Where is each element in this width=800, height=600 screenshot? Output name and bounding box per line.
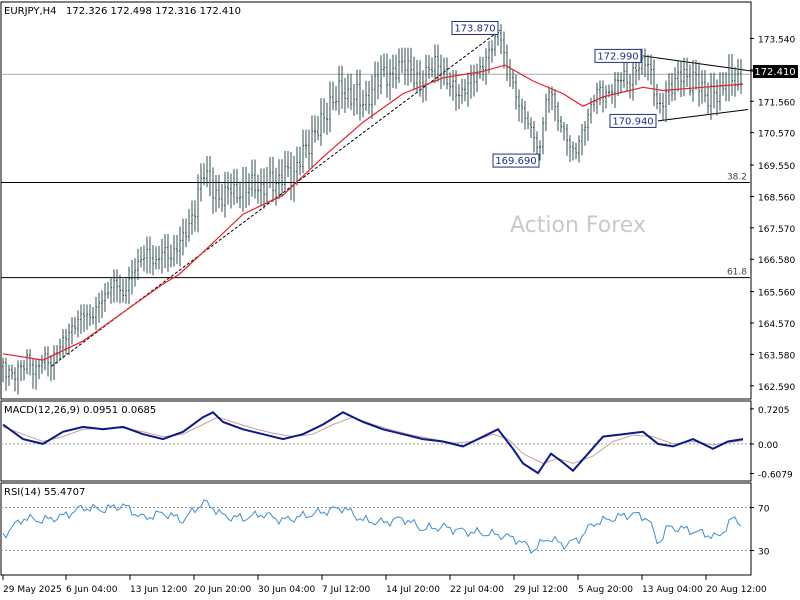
price-annotation-label: 170.940: [612, 116, 653, 127]
macd-title: MACD(12,26,9) 0.0951 0.0685: [4, 405, 156, 416]
price-tick-label: 173.540: [758, 35, 795, 45]
time-tick-label: 22 Jul 04:00: [450, 585, 504, 595]
price-annotation-box: [492, 153, 540, 168]
rsi-line: [2, 499, 742, 554]
macd-tick-label: 0.00: [758, 441, 778, 451]
price-tick-label: 165.560: [758, 289, 795, 299]
rsi-indicator: 70 30: [1, 499, 770, 558]
current-price-tag-bg: [753, 65, 798, 78]
price-tick-label: 168.560: [758, 193, 795, 203]
time-tick-label: 6 Jun 04:00: [66, 585, 118, 595]
time-tick-label: 13 Aug 04:00: [642, 585, 703, 595]
rsi-tick-label: 70: [758, 505, 770, 515]
time-tick-label: 5 Aug 20:00: [578, 585, 633, 595]
macd-panel-frame: [0, 400, 752, 482]
time-tick-label: 13 Jun 12:00: [130, 585, 187, 595]
current-price-label: 172.410: [754, 67, 795, 78]
price-tick-label: 171.560: [758, 98, 795, 108]
macd-tick-label: -0.6079: [758, 471, 793, 481]
level-label: 38.2: [727, 172, 747, 182]
price-annotation-box: [451, 20, 499, 35]
level-label: 61.8: [727, 268, 747, 278]
price-tick-label: 166.580: [758, 256, 795, 266]
price-candles: [2, 23, 742, 395]
macd-line: [2, 411, 744, 475]
time-tick-label: 29 Jul 12:00: [514, 585, 568, 595]
watermark: Action Forex: [510, 213, 646, 238]
current-price-tag: 172.410: [753, 65, 798, 78]
price-tick-label: 169.550: [758, 162, 795, 172]
price-tick-label: 164.570: [758, 320, 795, 330]
time-tick-label: 29 May 2025: [3, 585, 62, 595]
main-panel-frame: [0, 1, 752, 400]
price-annotation-label: 173.870: [454, 23, 495, 34]
chart-symbol: EURJPY,H4: [4, 6, 57, 17]
price-tick-label: 167.570: [758, 225, 795, 235]
price-tick-label: 163.580: [758, 351, 795, 361]
macd-indicator: 0.7205 0.00 -0.6079: [1, 406, 793, 481]
price-annotation-label: 169.690: [495, 156, 536, 167]
price-annotation-label: 172.990: [597, 51, 638, 62]
trendline: [657, 109, 749, 122]
time-tick-label: 14 Jul 20:00: [386, 585, 440, 595]
macd-tick-label: 0.7205: [758, 406, 790, 416]
moving-average-line: [2, 64, 744, 361]
price-annotations: 173.870 172.990 170.940 169.690: [451, 20, 657, 168]
price-tick-label: 162.590: [758, 383, 795, 393]
rsi-tick-label: 30: [758, 548, 770, 558]
rsi-panel-frame: [0, 482, 752, 576]
time-tick-label: 20 Aug 12:00: [706, 585, 767, 595]
chart-ohlc: 172.326 172.498 172.316 172.410: [66, 6, 241, 17]
rsi-title: RSI(14) 55.4707: [4, 487, 85, 498]
time-tick-label: 7 Jul 12:00: [322, 585, 371, 595]
price-annotation-box: [609, 113, 657, 128]
time-tick-label: 30 Jun 04:00: [258, 585, 315, 595]
price-annotation-box: [594, 48, 642, 63]
time-axis: 29 May 2025 6 Jun 04:00 13 Jun 12:00 20 Jun…: [2, 575, 767, 595]
time-tick-label: 20 Jun 20:00: [194, 585, 251, 595]
price-tick-label: 170.570: [758, 130, 795, 140]
